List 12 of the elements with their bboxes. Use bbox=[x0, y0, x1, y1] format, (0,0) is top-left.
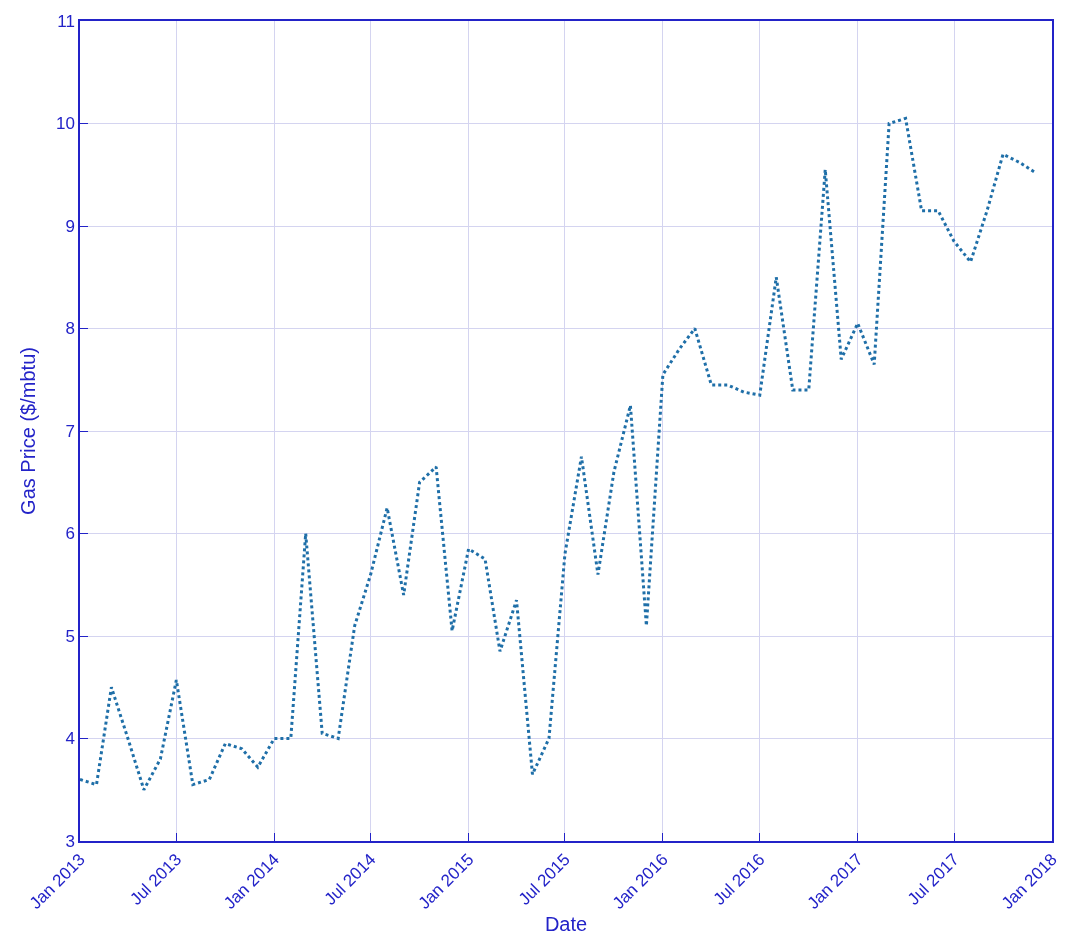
x-axis-title: Date bbox=[544, 912, 588, 935]
line-series bbox=[80, 116, 1037, 792]
y-tick-label: 9 bbox=[65, 216, 75, 236]
y-tick-label: 8 bbox=[65, 319, 75, 339]
y-tick-label: 5 bbox=[65, 626, 75, 646]
y-axis-title: Gas Price ($/mbtu) bbox=[16, 347, 39, 515]
y-tick-label: 3 bbox=[65, 831, 75, 851]
y-tick-label: 7 bbox=[65, 421, 75, 441]
y-tick-label: 11 bbox=[57, 11, 75, 31]
y-tick-label: 4 bbox=[65, 729, 75, 749]
y-tick-label: 6 bbox=[65, 524, 75, 544]
y-tick-label: 10 bbox=[55, 114, 75, 134]
